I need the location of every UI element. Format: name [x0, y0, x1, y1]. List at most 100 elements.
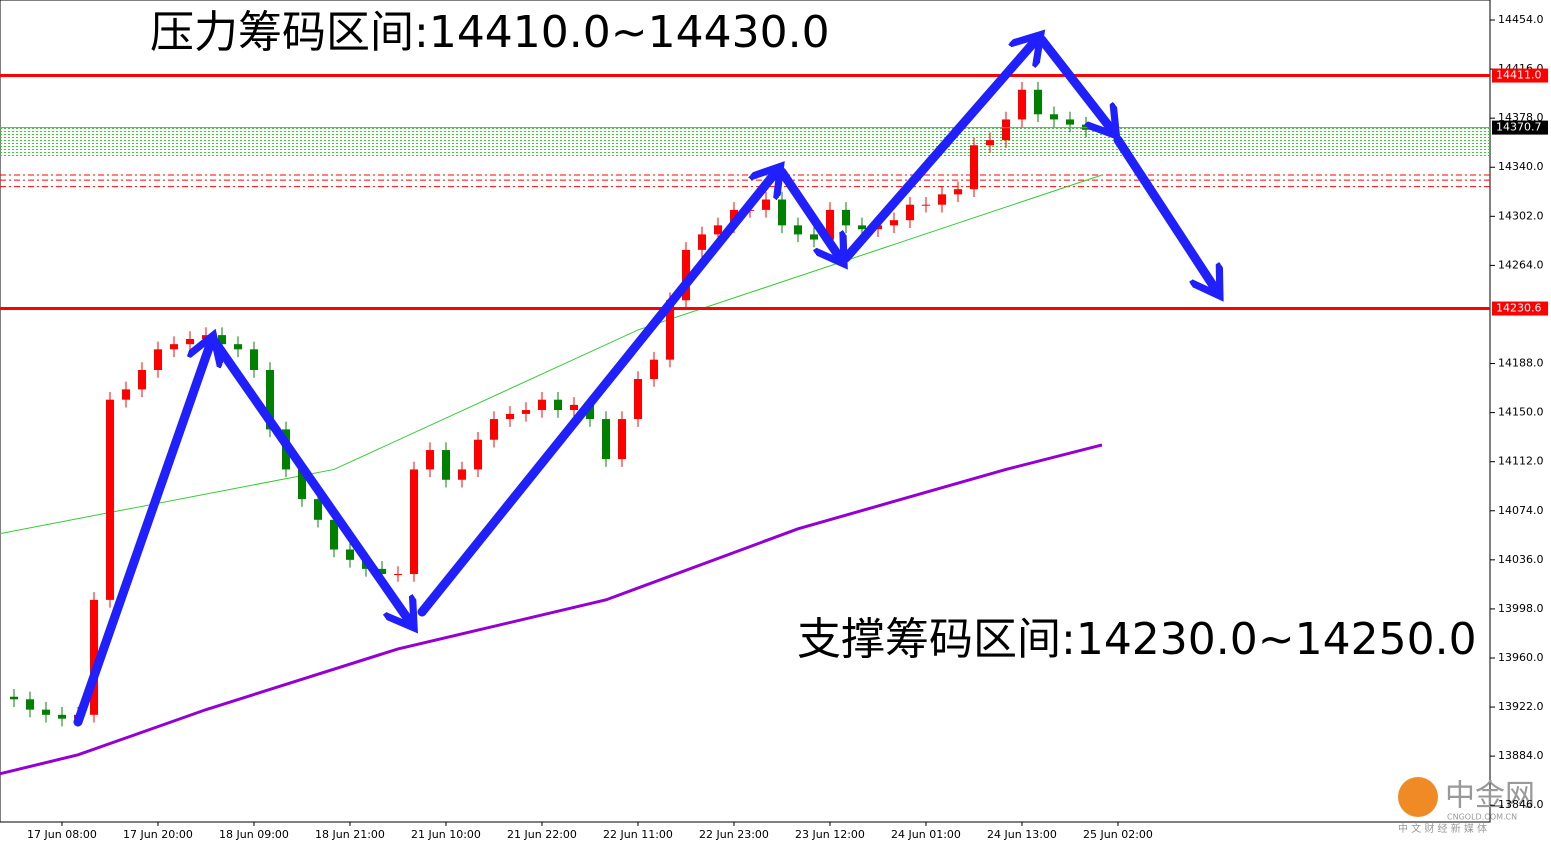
candle-body	[170, 344, 178, 350]
candle-body	[458, 469, 466, 480]
candle-body	[474, 439, 482, 470]
candle-body	[842, 209, 850, 226]
y-tick-label: 14454.0	[1498, 13, 1544, 26]
annotation: 压力筹码区间:14410.0~14430.0	[150, 7, 830, 58]
candle-body	[330, 519, 338, 550]
candle-body	[954, 189, 962, 195]
level-label: 14411.0	[1496, 69, 1542, 82]
candle-body	[138, 369, 146, 390]
x-tick-label: 21 Jun 10:00	[411, 828, 481, 841]
candle-body	[186, 339, 194, 345]
x-tick-label: 24 Jun 01:00	[891, 828, 961, 841]
x-tick-label: 25 Jun 02:00	[1083, 828, 1153, 841]
x-tick-label: 24 Jun 13:00	[987, 828, 1057, 841]
watermark-slogan: 中 文 财 经 新 媒 体	[1398, 822, 1487, 835]
candle-body	[490, 419, 498, 440]
arrow	[73, 342, 211, 727]
candle-body	[250, 349, 258, 370]
candle-body	[682, 249, 690, 301]
candle-body	[314, 499, 322, 520]
candle-body	[42, 709, 50, 715]
candle-body	[122, 389, 130, 400]
level-tag	[1492, 301, 1548, 316]
x-tick-label: 18 Jun 21:00	[315, 828, 385, 841]
candle-body	[618, 419, 626, 460]
arrow	[1113, 135, 1216, 290]
candle-body	[506, 413, 514, 420]
y-tick-label: 14112.0	[1498, 455, 1544, 468]
candle-body	[570, 404, 578, 411]
candle-body	[106, 399, 114, 600]
candle-body	[554, 399, 562, 411]
candle-body	[762, 199, 770, 210]
candle-body	[698, 234, 706, 250]
candle-body	[522, 410, 530, 414]
candle-body	[266, 369, 274, 430]
arrow	[1037, 35, 1112, 130]
candle-body	[26, 699, 34, 710]
candle-body	[90, 599, 98, 715]
candle-body	[58, 714, 66, 719]
y-tick-label: 14150.0	[1498, 406, 1544, 419]
y-tick-label: 13998.0	[1498, 602, 1544, 615]
moving-average	[0, 443, 1103, 776]
candle-body	[234, 344, 242, 350]
trend-arrows	[73, 35, 1216, 727]
y-tick-label: 13960.0	[1498, 651, 1544, 664]
candle-body	[634, 379, 642, 420]
moving-average	[0, 174, 1103, 535]
candle-body	[442, 450, 450, 480]
y-tick-label: 14302.0	[1498, 209, 1544, 222]
price-tag-label: 14370.7	[1496, 121, 1542, 134]
candle-body	[346, 549, 354, 560]
candle-body	[858, 225, 866, 230]
candle-body	[794, 225, 802, 235]
candle-body	[394, 574, 402, 576]
x-tick-label: 23 Jun 12:00	[795, 828, 865, 841]
candle-body	[1066, 119, 1074, 125]
arrow	[841, 40, 1036, 263]
x-tick-label: 22 Jun 11:00	[603, 828, 673, 841]
candle-body	[666, 300, 674, 360]
price-tag	[1492, 120, 1548, 135]
candle-body	[1002, 119, 1010, 141]
candle-body	[410, 469, 418, 575]
candle-body	[922, 204, 930, 206]
candle-body	[714, 225, 722, 235]
candle-body	[1050, 114, 1058, 120]
arrow	[417, 172, 776, 617]
y-tick-label: 14340.0	[1498, 160, 1544, 173]
y-tick-label: 14264.0	[1498, 258, 1544, 271]
x-tick-label: 17 Jun 20:00	[123, 828, 193, 841]
level-label: 14230.6	[1496, 302, 1542, 315]
support-zone	[0, 128, 1490, 155]
candle-body	[10, 696, 18, 700]
logo	[1398, 777, 1438, 817]
candle-body	[154, 349, 162, 370]
watermark-name: 中金网	[1445, 779, 1535, 814]
candle-body	[426, 450, 434, 470]
x-tick-label: 21 Jun 22:00	[507, 828, 577, 841]
watermark-site: CNGOLD.COM.CN	[1447, 813, 1517, 822]
candle-body	[778, 199, 786, 226]
candle-body	[826, 209, 834, 240]
candle-body	[650, 359, 658, 380]
candle-body	[938, 194, 946, 205]
arrow	[210, 337, 410, 622]
arrow	[777, 167, 840, 258]
level-tag	[1492, 68, 1548, 83]
candle-body	[602, 419, 610, 460]
y-tick-label: 14074.0	[1498, 504, 1544, 517]
candle-body	[298, 469, 306, 500]
x-tick-label: 18 Jun 09:00	[219, 828, 289, 841]
candle-body	[538, 399, 546, 411]
candle-body	[810, 234, 818, 240]
candle-body	[1034, 89, 1042, 115]
plot-frame	[0, 0, 1491, 823]
candle-body	[970, 145, 978, 190]
y-tick-label: 13846.0	[1498, 798, 1544, 811]
candle-body	[906, 204, 914, 221]
x-tick-label: 17 Jun 08:00	[27, 828, 97, 841]
